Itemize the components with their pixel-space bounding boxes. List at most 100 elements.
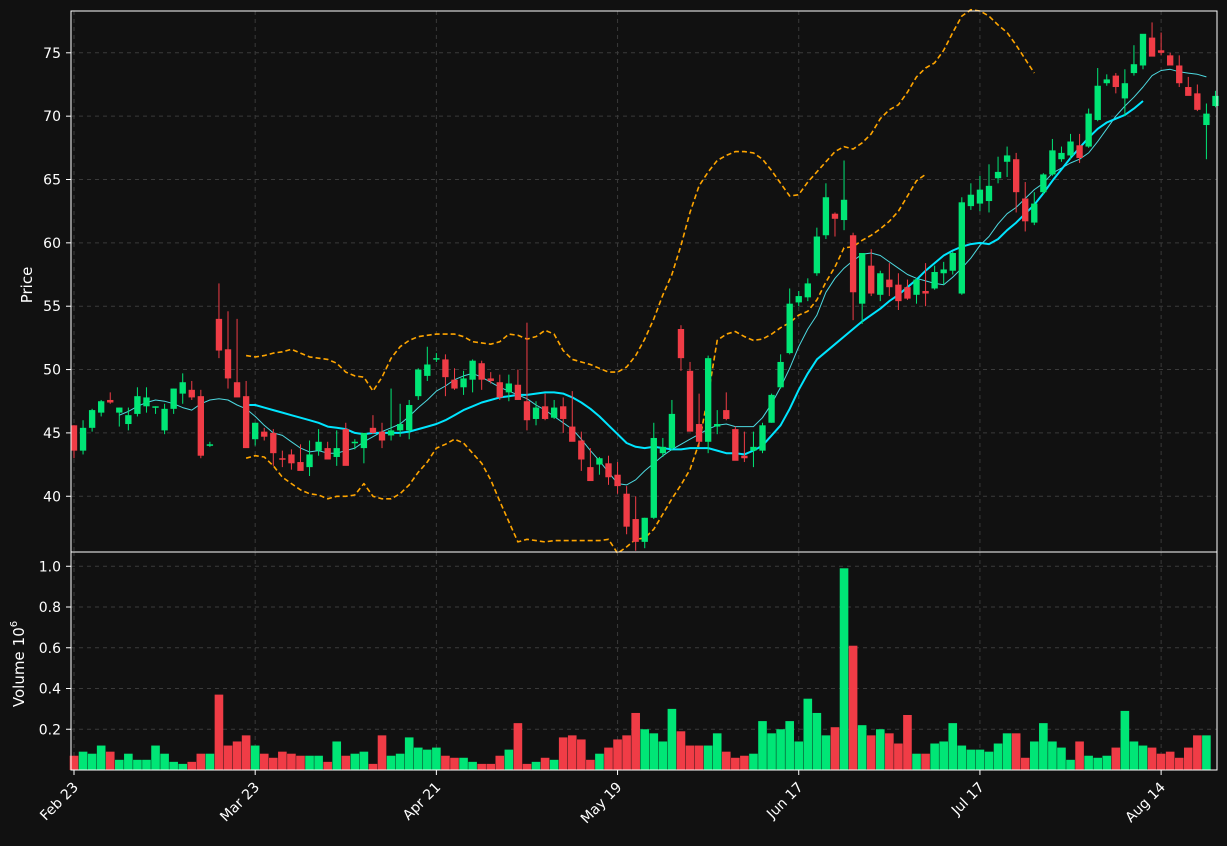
volume-bar (287, 753, 296, 770)
volume-bar (776, 729, 785, 770)
volume-bar (196, 753, 206, 770)
candle-body (134, 396, 141, 414)
volume-tick-label: 0.6 (39, 641, 61, 657)
candle-body (170, 388, 177, 409)
candle-body (641, 517, 648, 542)
candle-body (913, 279, 920, 295)
volume-bar (975, 749, 985, 770)
candle-body (442, 359, 449, 378)
candle-body (949, 252, 956, 271)
candle-body (415, 369, 422, 397)
volume-bar (604, 747, 613, 770)
volume-bar (133, 759, 142, 770)
candle-body (270, 432, 277, 454)
candle-body (1157, 50, 1165, 53)
candle-body (614, 474, 621, 487)
volume-bar (712, 733, 722, 770)
candle-body (967, 194, 975, 207)
candle-body (496, 382, 503, 398)
candle-body (1031, 203, 1038, 223)
volume-bar (658, 741, 668, 770)
candle-body (596, 458, 603, 465)
candle-body (433, 358, 440, 360)
volume-bar (721, 751, 731, 770)
volume-bar (1066, 759, 1075, 770)
volume-bar (984, 751, 994, 770)
candle-body (541, 406, 549, 419)
volume-bar (567, 735, 577, 770)
volume-bar (912, 753, 921, 770)
price-tick-label: 70 (43, 109, 61, 125)
volume-bar (459, 757, 468, 770)
volume-bar (1129, 741, 1139, 770)
volume-bar (404, 737, 414, 770)
candle-body (587, 467, 594, 482)
candle-body (1058, 152, 1065, 160)
candle-body (958, 202, 965, 294)
volume-bar (368, 763, 378, 770)
candle-body (369, 427, 377, 433)
volume-bar (558, 737, 568, 770)
volume-bar (314, 755, 323, 770)
candle-body (931, 271, 938, 289)
candle-body (233, 382, 241, 398)
volume-axis-label: Volume106 (9, 621, 28, 707)
candle-body (650, 437, 657, 518)
candle-body (116, 407, 123, 413)
x-tick-label: Jun 17 (763, 780, 806, 823)
candle-body (469, 360, 476, 380)
candle-body (261, 431, 268, 437)
volume-bar (296, 755, 305, 770)
candle-body (1203, 113, 1210, 126)
candle-body (378, 431, 386, 441)
volume-bars (69, 568, 1211, 770)
candle-body (396, 424, 404, 431)
candle-body (940, 269, 947, 274)
candle-body (560, 406, 567, 419)
volume-bar (1075, 741, 1084, 770)
candle-body (985, 185, 993, 202)
volume-bar (939, 741, 948, 770)
volume-bar (540, 757, 550, 770)
volume-bar (586, 759, 595, 770)
volume-bar (667, 708, 677, 770)
candle-body (895, 284, 902, 302)
volume-bar (549, 759, 559, 770)
candle-body (1139, 33, 1147, 66)
volume-axis-label-text: Volume (10, 651, 28, 707)
candle-body (197, 396, 205, 456)
volume-bar (1039, 723, 1048, 770)
x-tick-label: Mar 23 (217, 780, 263, 826)
candle-body (686, 370, 694, 432)
candle-body (424, 364, 431, 376)
candle-body (242, 396, 250, 449)
candle-body (505, 383, 513, 393)
volume-bar (948, 723, 958, 770)
candle-body (152, 406, 159, 408)
x-tick-label: Aug 14 (1123, 779, 1169, 825)
axes: 40 45 50 55 60 65 70 75 0.2 0.4 0.6 0.8 1.0 Feb 23 Mar… (37, 10, 1218, 827)
volume-bar (96, 745, 106, 770)
volume-bar (250, 745, 260, 770)
volume-bar (649, 733, 659, 770)
volume-axis-exponent: 6 (9, 621, 20, 627)
volume-bar (1165, 751, 1175, 770)
bollinger-lower-line (245, 173, 927, 555)
volume-bar (241, 735, 251, 770)
candle-body (279, 458, 286, 460)
candle-body (215, 318, 223, 351)
candle-body (1130, 64, 1138, 74)
volume-grid (71, 552, 1217, 770)
volume-bar (359, 751, 369, 770)
candle-body (532, 407, 540, 419)
candle-body (297, 462, 304, 471)
volume-bar (377, 735, 387, 770)
volume-bar (495, 755, 505, 770)
volume-bar (785, 721, 794, 770)
candle-body (695, 424, 703, 442)
volume-bar (69, 755, 79, 770)
price-panel-frame (70, 10, 1218, 553)
candle-body (822, 197, 830, 236)
candle-body (514, 384, 522, 400)
candle-body (478, 363, 485, 380)
